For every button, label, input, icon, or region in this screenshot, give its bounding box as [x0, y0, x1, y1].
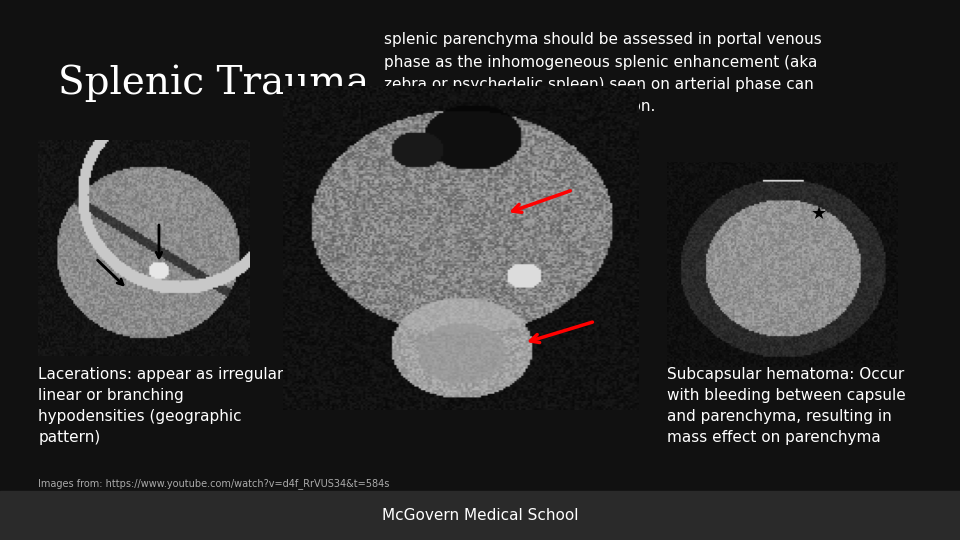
Bar: [0, 491, 960, 540]
Text: Splenic Trauma: Splenic Trauma: [58, 65, 369, 102]
Text: splenic parenchyma should be assessed in portal venous
phase as the inhomogeneou: splenic parenchyma should be assessed in…: [384, 32, 822, 114]
Text: Lacerations: appear as irregular
linear or branching
hypodensities (geographic
p: Lacerations: appear as irregular linear …: [38, 367, 284, 445]
Text: ★: ★: [810, 205, 827, 223]
Text: Subcapsular hematoma: Occur
with bleeding between capsule
and parenchyma, result: Subcapsular hematoma: Occur with bleedin…: [667, 367, 906, 445]
Text: McGovern Medical School: McGovern Medical School: [382, 508, 578, 523]
Text: Images from: https://www.youtube.com/watch?v=d4f_RrVUS34&t=584s: Images from: https://www.youtube.com/wat…: [38, 478, 390, 489]
